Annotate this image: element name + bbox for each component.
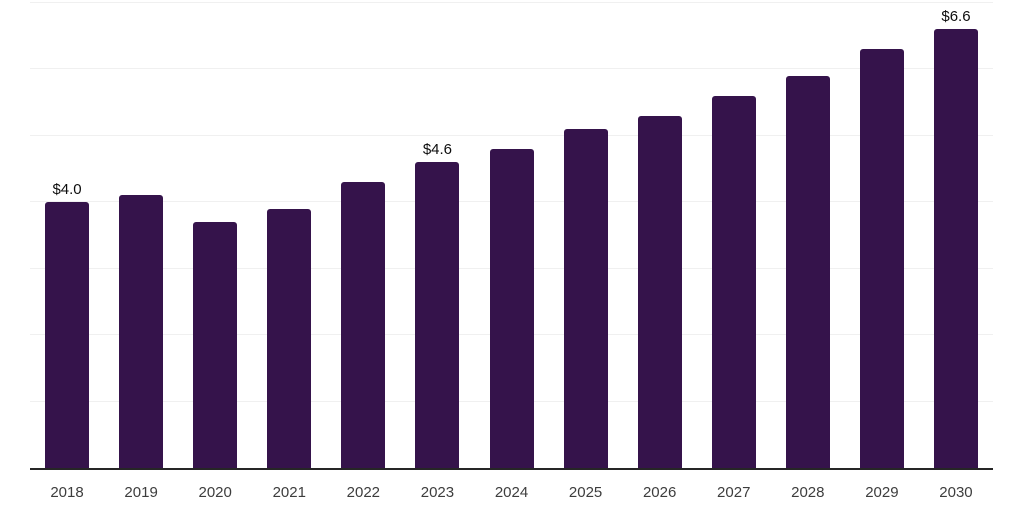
bar-2022[interactable] (341, 182, 386, 468)
x-tick-label-2025: 2025 (568, 484, 603, 501)
bar-value-label-2023: $4.6 (422, 141, 453, 159)
bar-2028[interactable] (785, 75, 830, 468)
gridline (30, 134, 993, 136)
x-tick-label-2021: 2021 (272, 484, 306, 501)
bar-2023[interactable] (415, 162, 460, 468)
bar-slot-2023: $4.6 (400, 0, 474, 468)
bar-value-label-2018: $4.0 (52, 181, 82, 198)
x-tick-label-2028: 2028 (791, 484, 825, 501)
bar-slot-2022 (326, 0, 400, 468)
bar-slot-2026 (623, 0, 697, 468)
bar-2021[interactable] (267, 208, 312, 468)
bar-2020[interactable] (193, 221, 238, 468)
gridline (30, 1, 993, 3)
x-tick-label-2030: 2030 (939, 484, 973, 501)
bar-slot-2025 (549, 0, 623, 468)
bar-2027[interactable] (711, 95, 756, 468)
bar-slot-2029 (845, 0, 919, 468)
bar-2030[interactable] (933, 29, 978, 468)
bar-2026[interactable] (637, 115, 682, 468)
x-axis-line (30, 468, 993, 470)
bar-slot-2020 (178, 0, 252, 468)
bars-row: $4.0 $4.6 $6.6 (30, 0, 993, 468)
bar-value-label-2030: $6.6 (941, 8, 971, 26)
bar-2025[interactable] (563, 128, 608, 468)
x-tick-label-2019: 2019 (124, 484, 158, 501)
bar-slot-2028 (771, 0, 845, 468)
x-tick-label-2027: 2027 (717, 484, 751, 501)
x-tick-label-2020: 2020 (198, 484, 232, 501)
x-tick-label-2024: 2024 (494, 484, 529, 501)
bar-slot-2024 (474, 0, 548, 468)
plot-area: $4.0 $4.6 $6.6 2018 2019 2020 2021 2022 2023 202… (30, 0, 993, 512)
x-tick-label-2023: 2023 (420, 484, 455, 501)
bar-2024[interactable] (489, 148, 534, 468)
x-tick-label-2026: 2026 (642, 484, 677, 501)
bar-slot-2021 (252, 0, 326, 468)
bar-slot-2019 (104, 0, 178, 468)
gridline (30, 68, 993, 69)
bar-2018[interactable] (45, 202, 90, 468)
bar-slot-2018: $4.0 (30, 0, 104, 468)
bar-slot-2030: $6.6 (919, 0, 993, 468)
x-tick-label-2018: 2018 (50, 484, 84, 501)
x-tick-label-2029: 2029 (865, 484, 899, 501)
x-axis-labels: 2018 2019 2020 2021 2022 2023 2024 2025 2026 2027… (30, 484, 993, 502)
bar-slot-2027 (697, 0, 771, 468)
bar-2019[interactable] (119, 195, 164, 468)
bar-2029[interactable] (859, 49, 904, 468)
x-tick-label-2022: 2022 (346, 484, 381, 501)
